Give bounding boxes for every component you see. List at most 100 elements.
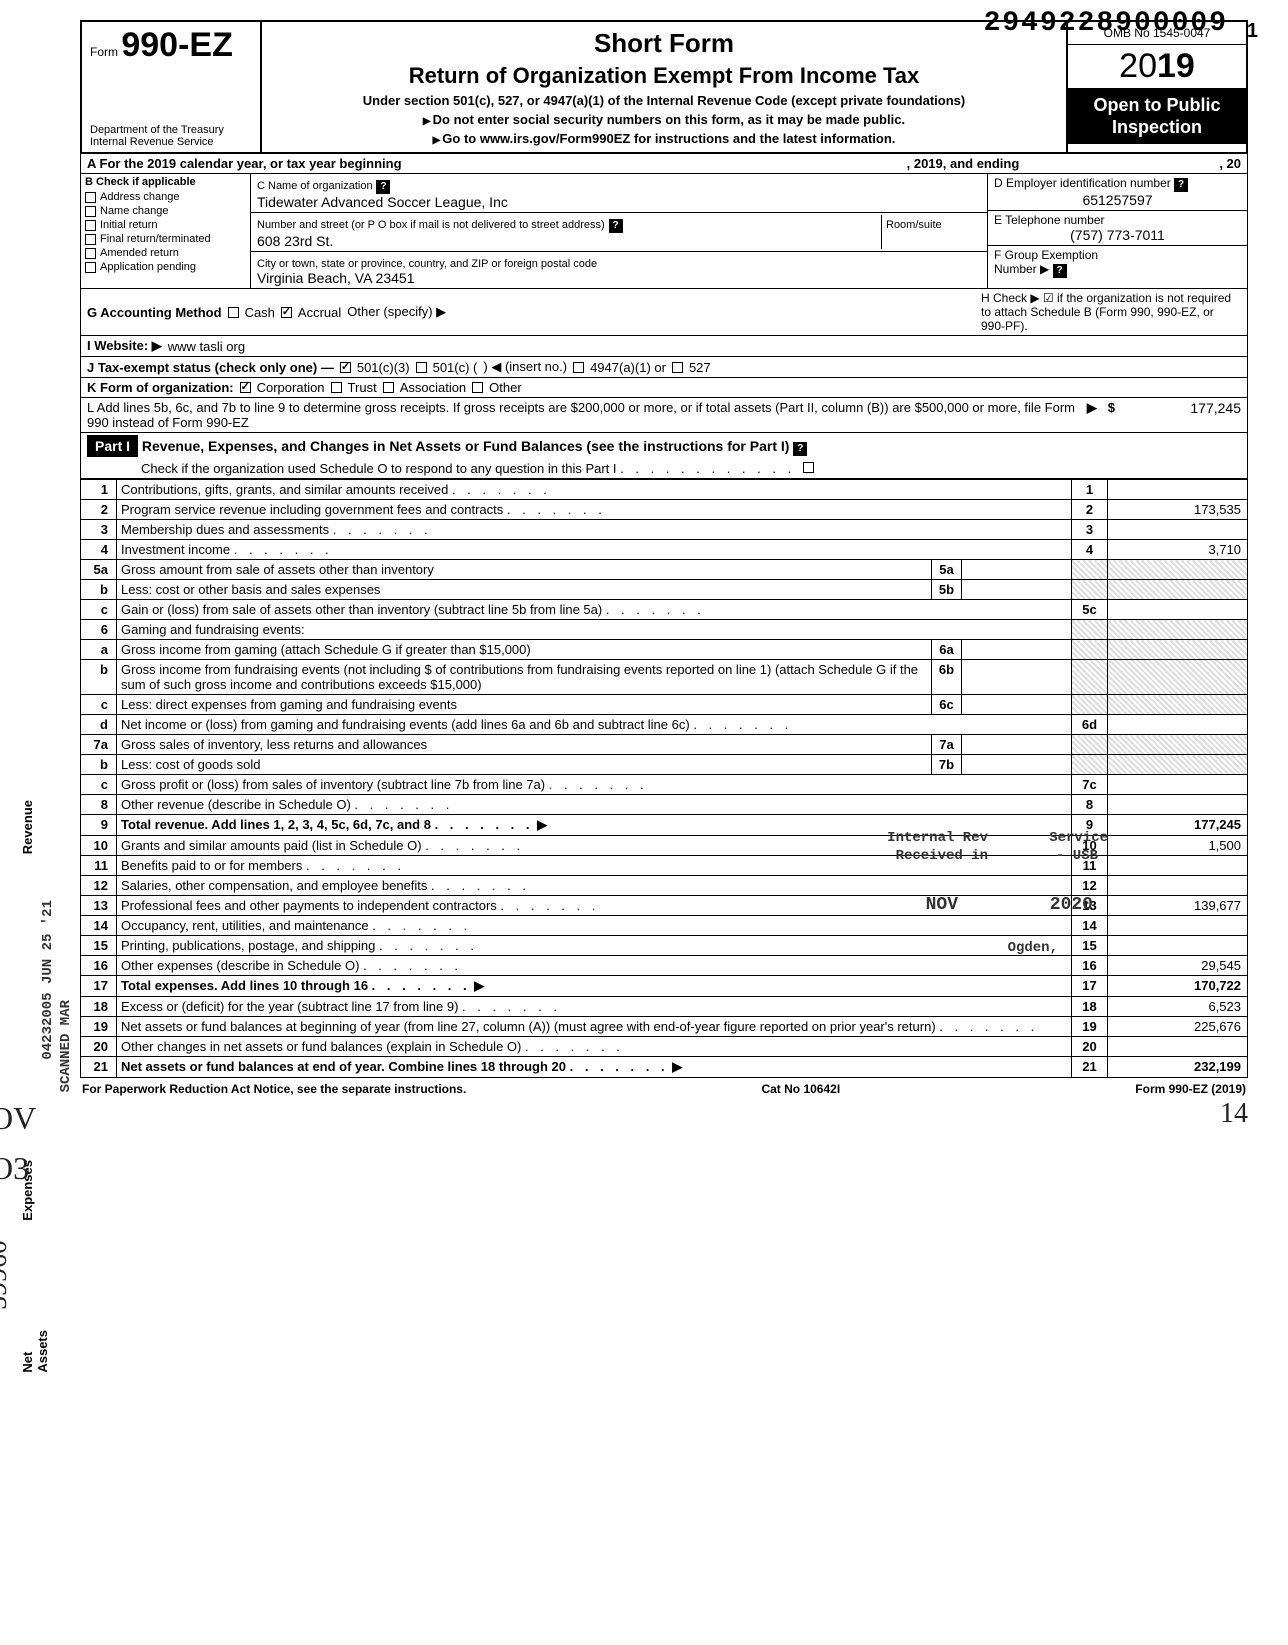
k-trust-checkbox[interactable] — [331, 382, 342, 393]
help-icon[interactable]: ? — [793, 442, 807, 456]
k-label: K Form of organization: — [87, 380, 234, 395]
box-num: 15 — [1072, 936, 1108, 956]
line-num: 13 — [81, 896, 117, 916]
inner-amount[interactable] — [962, 755, 1072, 775]
line-row: 2Program service revenue including gover… — [81, 500, 1248, 520]
header-mid: Short Form Return of Organization Exempt… — [262, 22, 1066, 152]
line-desc: Other changes in net assets or fund bala… — [117, 1037, 1072, 1057]
line-num: c — [81, 695, 117, 715]
help-icon[interactable]: ? — [376, 180, 390, 194]
subtitle: Under section 501(c), 527, or 4947(a)(1)… — [272, 93, 1056, 108]
line-k: K Form of organization: Corporation Trus… — [80, 378, 1248, 398]
checkbox[interactable] — [85, 234, 96, 245]
stamp-nov: NOV — [926, 895, 958, 915]
k-o2: Trust — [348, 380, 377, 395]
part1-header: Part I Revenue, Expenses, and Changes in… — [80, 433, 1248, 479]
line-desc: Gross income from gaming (attach Schedul… — [117, 640, 932, 660]
amount-shaded — [1108, 735, 1248, 755]
box-num: 20 — [1072, 1037, 1108, 1057]
line-num: 11 — [81, 856, 117, 876]
amount — [1108, 1037, 1248, 1057]
section-b: B Check if applicable Address changeName… — [81, 174, 251, 288]
k-assoc-checkbox[interactable] — [383, 382, 394, 393]
stamp-usb: - USB — [1056, 848, 1098, 864]
inner-amount[interactable] — [962, 640, 1072, 660]
accrual-checkbox[interactable] — [281, 307, 292, 318]
checkbox[interactable] — [85, 262, 96, 273]
j-527-checkbox[interactable] — [672, 362, 683, 373]
k-other-checkbox[interactable] — [472, 382, 483, 393]
h-text: H Check ▶ ☑ if the organization is not r… — [981, 291, 1241, 333]
line-row: 12Salaries, other compensation, and empl… — [81, 876, 1248, 896]
line-desc: Gain or (loss) from sale of assets other… — [117, 600, 1072, 620]
line-num: 15 — [81, 936, 117, 956]
inner-amount[interactable] — [962, 660, 1072, 695]
help-icon[interactable]: ? — [609, 219, 623, 233]
line-desc: Excess or (deficit) for the year (subtra… — [117, 997, 1072, 1017]
form-number-big: 990-EZ — [121, 26, 233, 64]
line-num: b — [81, 580, 117, 600]
j-o4: 527 — [689, 360, 711, 375]
inner-amount[interactable] — [962, 695, 1072, 715]
org-city: Virginia Beach, VA 23451 — [257, 270, 415, 286]
line-num: 6 — [81, 620, 117, 640]
c-city-label: City or town, state or province, country… — [257, 258, 597, 270]
amount — [1108, 795, 1248, 815]
help-icon[interactable]: ? — [1053, 264, 1067, 278]
amount-shaded — [1108, 755, 1248, 775]
box-num: 12 — [1072, 876, 1108, 896]
line-row: 14Occupancy, rent, utilities, and mainte… — [81, 916, 1248, 936]
j-o1: 501(c)(3) — [357, 360, 410, 375]
line-row: 16Other expenses (describe in Schedule O… — [81, 956, 1248, 976]
line-num: 12 — [81, 876, 117, 896]
side-netassets: Net Assets — [20, 1330, 50, 1373]
amount-shaded — [1108, 580, 1248, 600]
checkbox[interactable] — [85, 248, 96, 259]
box-num: 2 — [1072, 500, 1108, 520]
amount: 6,523 — [1108, 997, 1248, 1017]
line-desc: Net income or (loss) from gaming and fun… — [117, 715, 1072, 735]
handwrite-number: 59960 — [0, 1240, 14, 1310]
inner-box-num: 5b — [932, 580, 962, 600]
amount: 232,199 — [1108, 1057, 1248, 1078]
amount: 29,545 — [1108, 956, 1248, 976]
dept-block: Department of the Treasury Internal Reve… — [90, 124, 252, 148]
title-return: Return of Organization Exempt From Incom… — [272, 63, 1056, 89]
inner-amount[interactable] — [962, 560, 1072, 580]
note-ssn: Do not enter social security numbers on … — [272, 112, 1056, 127]
inner-amount[interactable] — [962, 735, 1072, 755]
l-amount: 177,245 — [1121, 400, 1241, 416]
schedule-o-checkbox[interactable] — [803, 462, 814, 473]
box-shaded — [1072, 660, 1108, 695]
side-scanned: SCANNED MAR — [58, 1000, 74, 1092]
inner-box-num: 6b — [932, 660, 962, 695]
j-501c3-checkbox[interactable] — [340, 362, 351, 373]
amount: 173,535 — [1108, 500, 1248, 520]
j-501c-checkbox[interactable] — [416, 362, 427, 373]
line-row: 5aGross amount from sale of assets other… — [81, 560, 1248, 580]
cash-checkbox[interactable] — [228, 307, 239, 318]
line-row: bLess: cost or other basis and sales exp… — [81, 580, 1248, 600]
footer-mid: Cat No 10642I — [761, 1082, 840, 1096]
stamp-received1: Internal Rev — [887, 830, 988, 846]
amount: 3,710 — [1108, 540, 1248, 560]
inner-box-num: 6a — [932, 640, 962, 660]
j-4947-checkbox[interactable] — [573, 362, 584, 373]
inner-box-num: 5a — [932, 560, 962, 580]
line-desc: Occupancy, rent, utilities, and maintena… — [117, 916, 1072, 936]
year-bold: 19 — [1157, 47, 1195, 85]
line-desc: Investment income . . . . . . . — [117, 540, 1072, 560]
checkbox[interactable] — [85, 192, 96, 203]
l-text: L Add lines 5b, 6c, and 7b to line 9 to … — [87, 400, 1081, 430]
box-shaded — [1072, 695, 1108, 715]
i-label: I Website: ▶ — [87, 338, 162, 354]
help-icon[interactable]: ? — [1174, 178, 1188, 192]
line-row: 8Other revenue (describe in Schedule O) … — [81, 795, 1248, 815]
k-corp-checkbox[interactable] — [240, 382, 251, 393]
checkbox[interactable] — [85, 220, 96, 231]
checkbox[interactable] — [85, 206, 96, 217]
inner-amount[interactable] — [962, 580, 1072, 600]
box-num: 8 — [1072, 795, 1108, 815]
line-row: 19Net assets or fund balances at beginni… — [81, 1017, 1248, 1037]
stamp-year: 2020 — [1050, 895, 1093, 915]
